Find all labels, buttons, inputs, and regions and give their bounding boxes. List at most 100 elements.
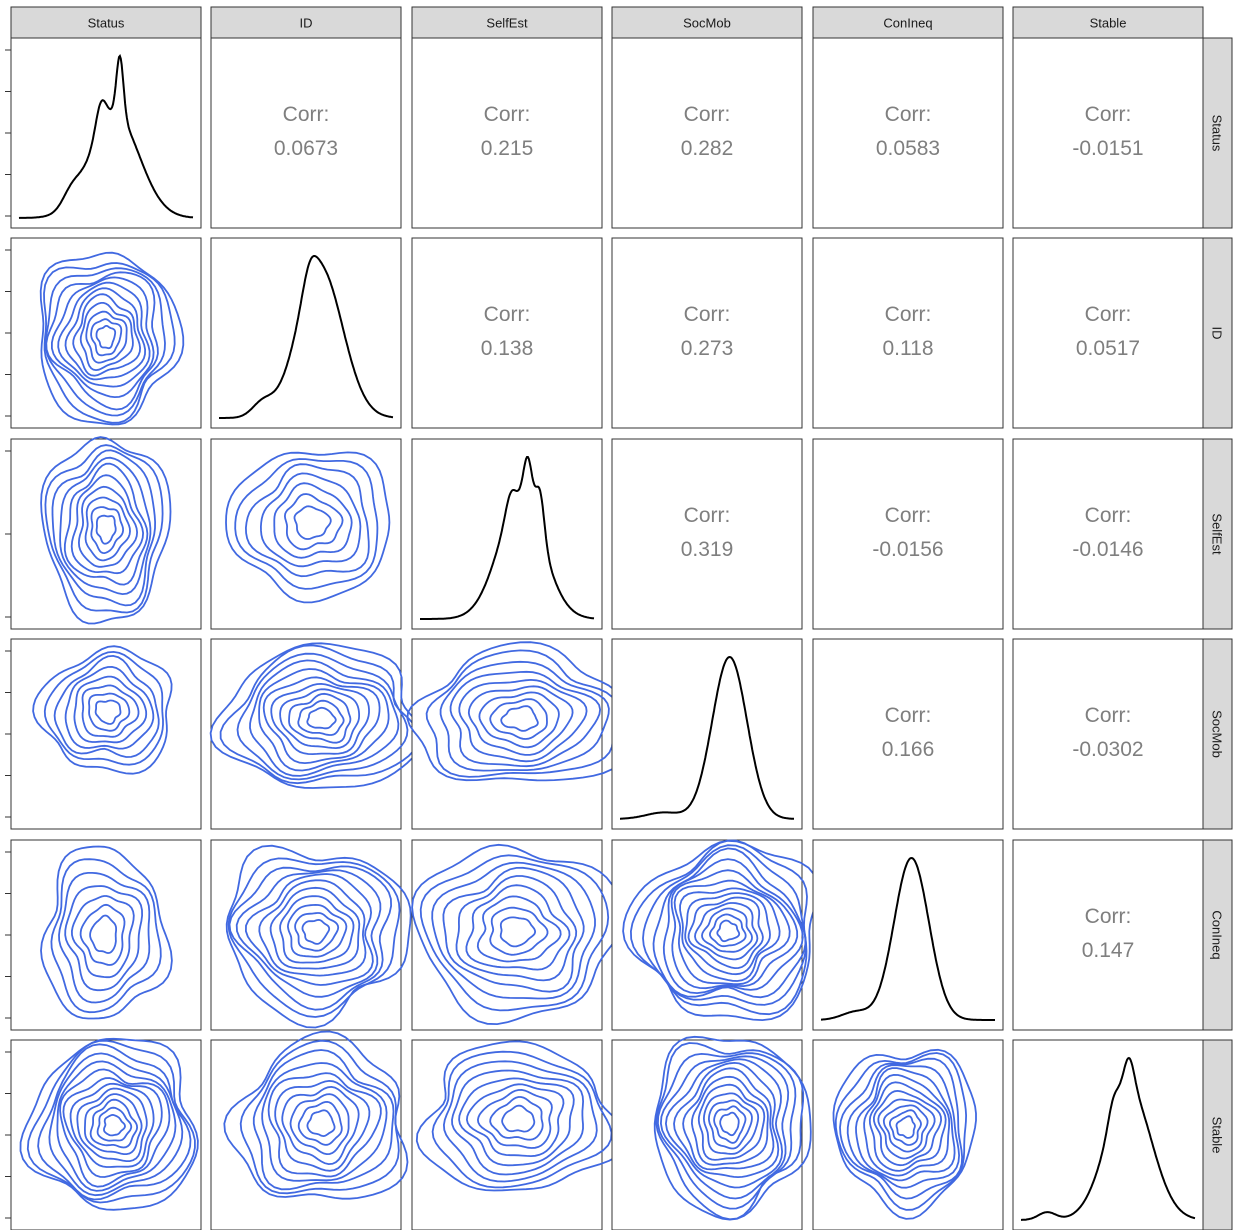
panel-conineq-conineq xyxy=(812,839,1004,1031)
strip-top-label: ID xyxy=(300,16,313,31)
corr-value: -0.0302 xyxy=(1072,738,1143,761)
contour-line xyxy=(708,913,747,948)
strip-right-label: ConIneq xyxy=(1210,910,1225,959)
panel-frame xyxy=(210,237,402,429)
contour-line xyxy=(889,1109,922,1146)
corr-label: Corr: xyxy=(885,504,932,527)
contour-line xyxy=(40,845,173,1020)
corr-value: -0.0151 xyxy=(1072,137,1143,160)
contour-line xyxy=(94,699,122,725)
contour-line xyxy=(297,699,345,736)
contour-line xyxy=(697,1083,766,1161)
panel-stable-stable xyxy=(1012,1039,1204,1230)
contour-line xyxy=(58,872,151,1004)
panel-socmob-conineq: Corr: 0.166 xyxy=(812,638,1004,830)
corr-label: Corr: xyxy=(1085,504,1132,527)
contour-line xyxy=(244,873,374,986)
contour-line xyxy=(223,1030,409,1200)
contour-line xyxy=(40,436,172,625)
panel-id-conineq: Corr: 0.118 xyxy=(812,237,1004,429)
contour-line xyxy=(895,1115,916,1139)
contour-line xyxy=(642,844,807,1006)
contour-line xyxy=(51,276,155,399)
panel-conineq-stable: Corr: 0.147 xyxy=(1012,839,1204,1031)
panel-frame xyxy=(812,438,1004,630)
contour-line xyxy=(293,505,332,540)
contour-line xyxy=(476,895,562,963)
contour-line xyxy=(701,907,753,953)
contour-line xyxy=(882,1104,929,1153)
contour-line xyxy=(439,660,610,772)
contour-line xyxy=(478,691,560,749)
panel-stable-selfest xyxy=(411,1039,628,1230)
corr-value: 0.215 xyxy=(481,137,534,160)
corr-label: Corr: xyxy=(1085,905,1132,928)
contour-line xyxy=(846,1064,961,1189)
contour-line xyxy=(306,1109,336,1138)
panel-frame xyxy=(411,438,603,630)
strip-top-label: ConIneq xyxy=(883,16,932,31)
contour-line xyxy=(70,895,135,979)
panel-frame xyxy=(812,237,1004,429)
contour-line xyxy=(51,449,157,607)
contour-line xyxy=(467,685,574,756)
contour-line xyxy=(449,670,602,768)
contour-line xyxy=(301,918,331,945)
contour-line xyxy=(262,676,381,765)
panel-frame xyxy=(411,37,603,229)
panel-conineq-id xyxy=(210,839,412,1031)
contour-line xyxy=(694,902,759,961)
strip-top-id xyxy=(210,6,402,39)
contour-line xyxy=(274,1079,371,1172)
strip-top-status xyxy=(10,6,202,39)
contour-line xyxy=(431,861,596,1000)
corr-label: Corr: xyxy=(484,303,531,326)
panel-frame xyxy=(611,237,803,429)
contour-line xyxy=(489,906,549,956)
contour-line xyxy=(500,705,539,732)
strip-top-label: Stable xyxy=(1090,16,1127,31)
corr-value: 0.138 xyxy=(481,337,534,360)
panel-frame xyxy=(10,638,202,830)
contour-line xyxy=(442,866,585,993)
contour-line xyxy=(89,1098,139,1149)
strip-right-label: Status xyxy=(1210,115,1225,152)
corr-value: -0.0156 xyxy=(872,538,943,561)
corr-label: Corr: xyxy=(484,103,531,126)
corr-label: Corr: xyxy=(1085,103,1132,126)
contour-line xyxy=(89,914,117,954)
contour-line xyxy=(90,318,123,357)
contour-line xyxy=(53,654,160,758)
strip-right-label: Stable xyxy=(1210,1117,1225,1154)
contour-line xyxy=(219,644,420,785)
panel-frame xyxy=(611,438,803,630)
strip-right-label: ID xyxy=(1210,327,1225,340)
contour-line xyxy=(19,1037,199,1211)
panel-frame xyxy=(10,438,202,630)
corr-label: Corr: xyxy=(684,303,731,326)
panel-selfest-conineq: Corr: -0.0156 xyxy=(812,438,1004,630)
strip-right-label: SelfEst xyxy=(1210,513,1225,555)
strip-top-socmob xyxy=(611,6,803,39)
corr-value: -0.0146 xyxy=(1072,538,1143,561)
panel-selfest-status xyxy=(10,436,202,630)
corr-value: 0.273 xyxy=(681,337,734,360)
panel-stable-id xyxy=(210,1030,409,1230)
contour-line xyxy=(431,1050,613,1189)
strip-right-label: SocMob xyxy=(1210,710,1225,758)
corr-value: 0.166 xyxy=(882,738,935,761)
panel-frame xyxy=(1012,839,1204,1031)
panel-selfest-selfest xyxy=(411,438,603,630)
contour-line xyxy=(44,267,166,417)
contour-line xyxy=(73,675,148,744)
contour-line xyxy=(839,1057,964,1200)
contour-line xyxy=(26,1039,196,1204)
contour-line xyxy=(225,844,412,1029)
contour-line xyxy=(455,875,578,982)
contour-line xyxy=(673,879,791,986)
panel-status-selfest: Corr: 0.215 xyxy=(411,37,603,229)
corr-value: 0.319 xyxy=(681,538,734,561)
contour-line xyxy=(96,1106,133,1142)
contour-line xyxy=(84,496,131,562)
